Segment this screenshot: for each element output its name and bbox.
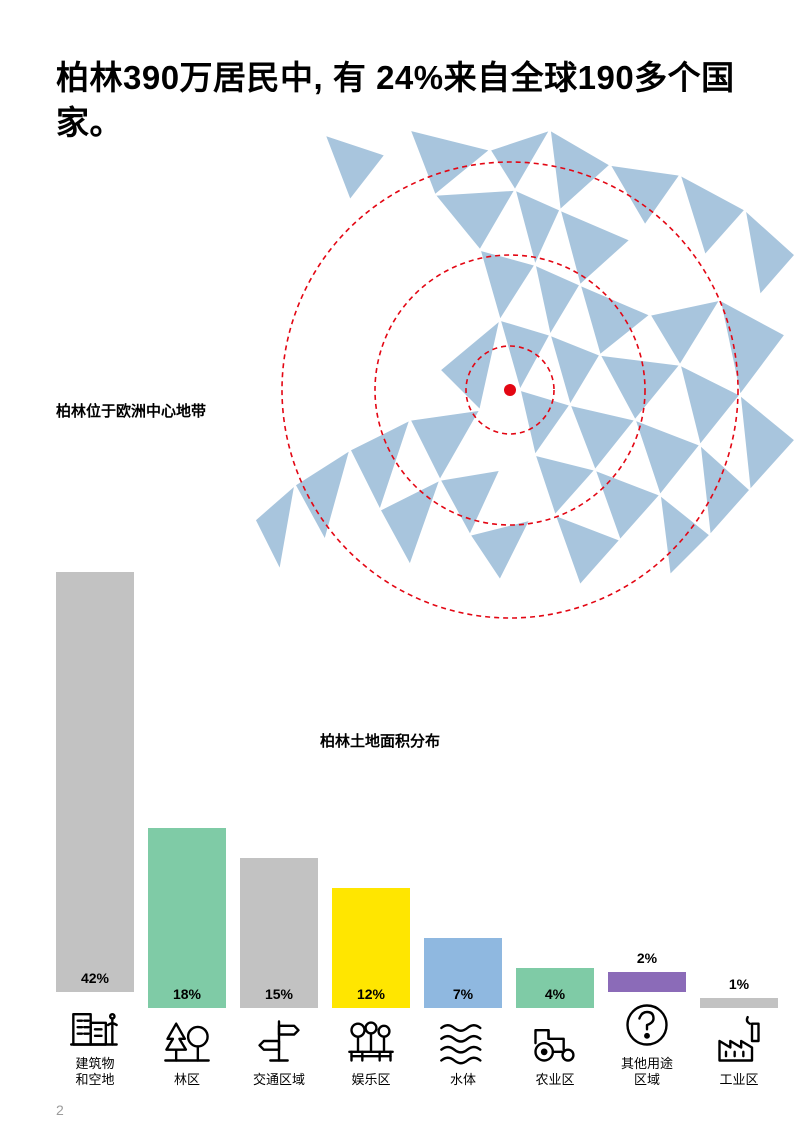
chart-bar: 18% — [148, 828, 226, 1008]
category-label: 水体 — [424, 1072, 502, 1088]
buildings-icon — [69, 1000, 121, 1050]
map-caption: 柏林位于欧洲中心地带 — [56, 400, 206, 421]
bar-value-label: 1% — [700, 976, 778, 992]
factory-icon — [713, 1016, 765, 1066]
tractor-icon — [529, 1016, 581, 1066]
chart-bar: 12% — [332, 888, 410, 1008]
chart-bar: 7% — [424, 938, 502, 1008]
bar-column: 1% 工业区 — [700, 588, 778, 1088]
chart-bar: 4% — [516, 968, 594, 1008]
chart-bar: 1% — [700, 998, 778, 1008]
page-number: 2 — [56, 1102, 64, 1118]
bar-value-label: 4% — [516, 986, 594, 1002]
bar-value-label: 15% — [240, 986, 318, 1002]
category-label: 农业区 — [516, 1072, 594, 1088]
bar-value-label: 2% — [608, 950, 686, 966]
category-label: 娱乐区 — [332, 1072, 410, 1088]
bar-value-label: 7% — [424, 986, 502, 1002]
bar-column: 4% 农业区 — [516, 588, 594, 1088]
question-icon — [621, 1000, 673, 1050]
signpost-icon — [253, 1016, 305, 1066]
category-label: 建筑物和空地 — [56, 1056, 134, 1089]
bar-value-label: 18% — [148, 986, 226, 1002]
bar-column: 15% 交通区域 — [240, 588, 318, 1088]
category-label: 其他用途区域 — [608, 1056, 686, 1089]
park-icon — [345, 1016, 397, 1066]
bar-value-label: 42% — [56, 970, 134, 986]
chart-bar: 42% — [56, 572, 134, 992]
chart-bar: 2% — [608, 972, 686, 992]
trees-icon — [161, 1016, 213, 1066]
category-label: 交通区域 — [240, 1072, 318, 1088]
chart-bar: 15% — [240, 858, 318, 1008]
category-label: 工业区 — [700, 1072, 778, 1088]
water-icon — [437, 1016, 489, 1066]
bar-column: 7% 水体 — [424, 588, 502, 1088]
bar-value-label: 12% — [332, 986, 410, 1002]
land-use-bar-chart: 42% 建筑物和空地18% 林区15% 交通区域12% 娱乐区7% — [56, 548, 770, 1088]
bar-column: 12% 娱乐区 — [332, 588, 410, 1088]
bar-column: 2% 其他用途区域 — [608, 572, 686, 1089]
bar-column: 42% 建筑物和空地 — [56, 572, 134, 1089]
category-label: 林区 — [148, 1072, 226, 1088]
bar-column: 18% 林区 — [148, 588, 226, 1088]
